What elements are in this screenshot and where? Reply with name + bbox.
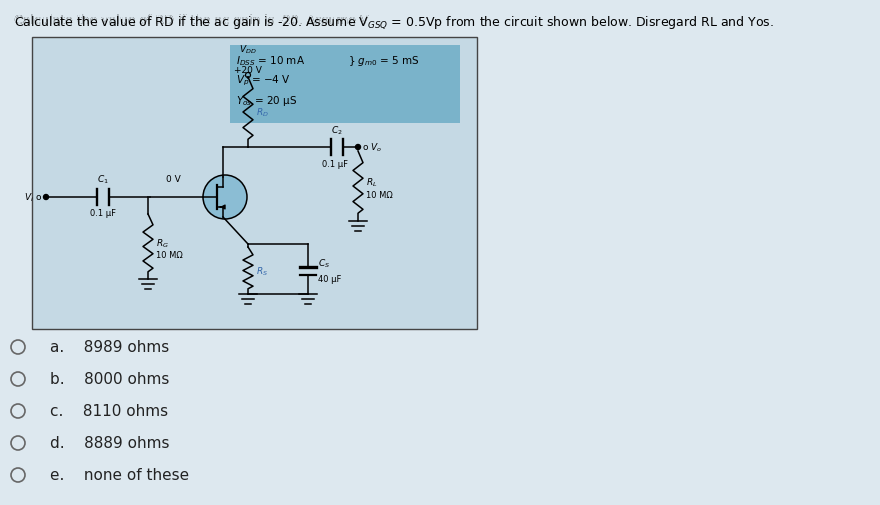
Text: 0.1 μF: 0.1 μF <box>90 209 116 218</box>
Text: 10 MΩ: 10 MΩ <box>366 190 392 199</box>
Text: 0.1 μF: 0.1 μF <box>322 160 348 169</box>
Circle shape <box>43 195 48 200</box>
Text: +20 V: +20 V <box>234 66 262 75</box>
Text: $R_L$: $R_L$ <box>366 176 378 189</box>
Text: Calculate the value of RD if the ac gain is -20. Assume V$_{GSQ}$ = 0.5Vp from t: Calculate the value of RD if the ac gain… <box>14 14 774 31</box>
Text: 10 MΩ: 10 MΩ <box>156 250 183 260</box>
Text: } $g_{m0}$ = 5 mS: } $g_{m0}$ = 5 mS <box>348 54 420 68</box>
Text: d.    8889 ohms: d. 8889 ohms <box>50 436 170 450</box>
Text: $R_S$: $R_S$ <box>256 265 268 277</box>
Text: 0 V: 0 V <box>165 175 180 184</box>
Text: $C_2$: $C_2$ <box>331 124 343 137</box>
Text: $C_1$: $C_1$ <box>97 173 109 186</box>
Text: o $V_o$: o $V_o$ <box>362 141 382 154</box>
Text: $Y_{os}$ = 20 μS: $Y_{os}$ = 20 μS <box>236 94 297 108</box>
Text: $V_i$ o: $V_i$ o <box>24 191 42 204</box>
Circle shape <box>11 372 25 386</box>
Text: b.    8000 ohms: b. 8000 ohms <box>50 372 169 387</box>
Text: 40 μF: 40 μF <box>318 274 341 283</box>
Circle shape <box>203 176 247 220</box>
Text: $R_D$: $R_D$ <box>256 107 269 119</box>
Circle shape <box>11 436 25 450</box>
Circle shape <box>11 468 25 482</box>
Text: a.    8989 ohms: a. 8989 ohms <box>50 340 169 355</box>
Text: $C_S$: $C_S$ <box>318 257 330 270</box>
Circle shape <box>11 340 25 355</box>
Text: $V_p$ = $-$4 V: $V_p$ = $-$4 V <box>236 74 291 88</box>
Text: $R_G$: $R_G$ <box>156 237 169 249</box>
Text: c.    8110 ohms: c. 8110 ohms <box>50 403 168 419</box>
Text: $V_{DD}$: $V_{DD}$ <box>239 43 257 56</box>
Text: $\it{I}_{DSS}$ = 10 mA: $\it{I}_{DSS}$ = 10 mA <box>236 54 305 68</box>
Bar <box>32 38 477 329</box>
Circle shape <box>356 145 361 150</box>
Text: Calculate the value of RD if the ac gain is -20. Assume V°°°° = 0.5Vp from the c: Calculate the value of RD if the ac gain… <box>14 14 778 27</box>
Text: Calculate the value of RD if the ac gain is -20. Assume V: Calculate the value of RD if the ac gain… <box>14 14 369 27</box>
Text: e.    none of these: e. none of these <box>50 468 189 483</box>
Bar <box>230 46 460 124</box>
Circle shape <box>11 404 25 418</box>
